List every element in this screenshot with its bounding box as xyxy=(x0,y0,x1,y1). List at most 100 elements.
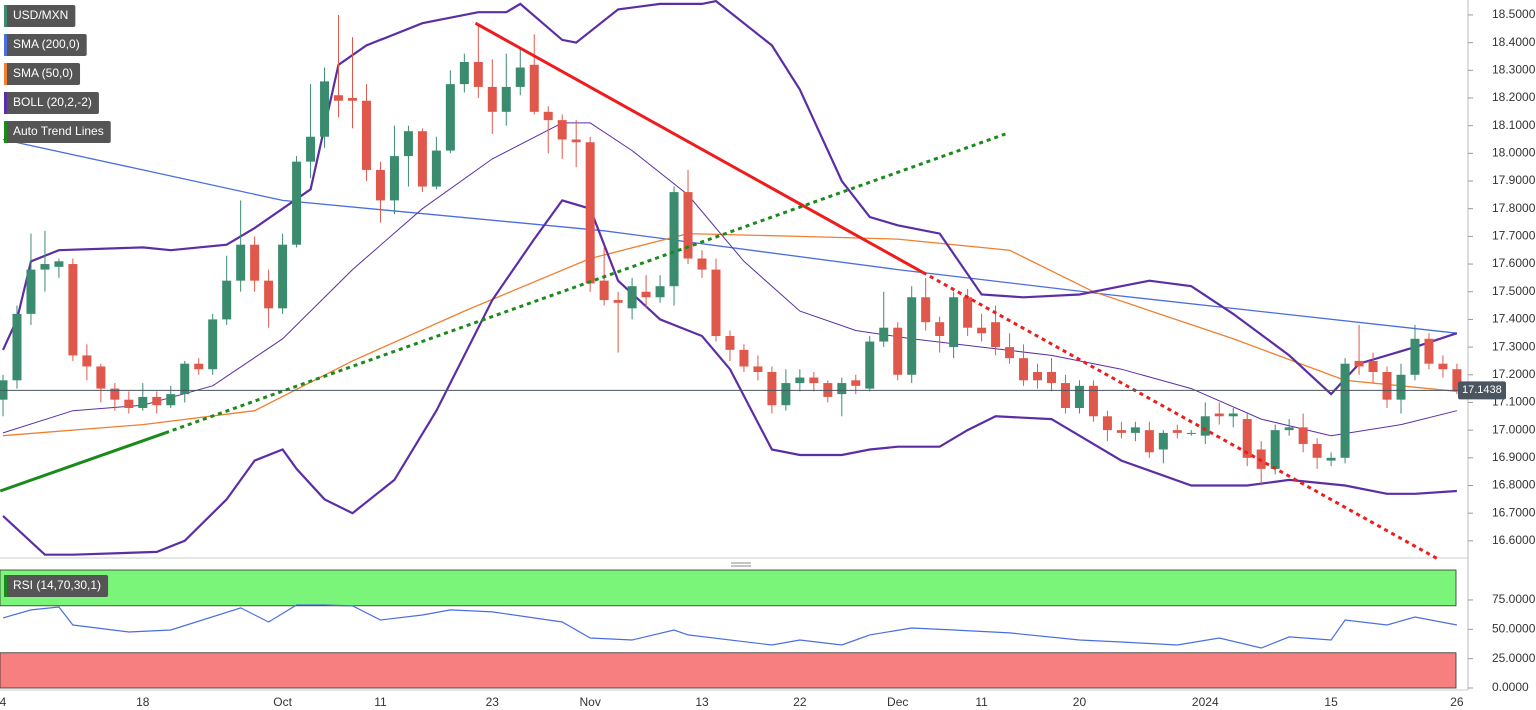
x-tick-label: Oct xyxy=(273,695,292,709)
candle-body xyxy=(599,280,609,301)
bollinger-upper xyxy=(2,0,1458,396)
candle-body xyxy=(1074,385,1084,408)
y-tick-label: 18.1000 xyxy=(1492,118,1536,132)
legend-swatch xyxy=(4,92,7,114)
legend-item[interactable]: SMA (200,0) xyxy=(4,34,87,56)
y-tick-label: 18.4000 xyxy=(1492,35,1536,49)
y-tick-label: 18.0000 xyxy=(1492,146,1536,160)
candle-body xyxy=(138,396,148,408)
candle-body xyxy=(963,297,973,328)
candle-body xyxy=(837,383,847,395)
candle-body xyxy=(1033,372,1043,381)
candle-body xyxy=(124,399,134,408)
candle-body xyxy=(1242,419,1252,458)
last-price-box xyxy=(1458,381,1506,400)
candle-body xyxy=(585,142,595,284)
candle-body xyxy=(1270,430,1280,469)
candle-body xyxy=(515,67,525,87)
x-tick-label: 11 xyxy=(374,695,387,709)
candle-body xyxy=(935,322,945,337)
legend-item[interactable]: SMA (50,0) xyxy=(4,63,81,85)
candle-body xyxy=(1312,443,1322,458)
candle-body xyxy=(389,156,399,201)
legend-label: RSI (14,70,30,1) xyxy=(13,578,101,592)
candle-body xyxy=(851,380,861,386)
legend-label: BOLL (20,2,-2) xyxy=(13,95,92,109)
x-tick-label: Nov xyxy=(579,695,600,709)
x-tick-label: 22 xyxy=(793,695,807,709)
rsi-band xyxy=(0,569,1457,607)
candle-body xyxy=(1019,358,1029,381)
candle-body xyxy=(809,377,819,384)
x-tick-label: 11 xyxy=(975,695,988,709)
x-tick-label: 4 xyxy=(0,695,7,709)
legend-item[interactable]: USD/MXN xyxy=(4,5,76,27)
candle-body xyxy=(1340,363,1350,458)
legend-item[interactable]: RSI (14,70,30,1) xyxy=(4,575,109,597)
candle-body xyxy=(1326,457,1336,461)
candle-body xyxy=(641,291,651,298)
x-tick-label: Dec xyxy=(887,695,908,709)
candle-body xyxy=(222,280,232,320)
x-tick-label: 23 xyxy=(486,695,500,709)
y-tick-label: 17.0000 xyxy=(1492,422,1536,436)
candle-body xyxy=(236,244,246,281)
candle-body xyxy=(1158,432,1168,450)
candle-body xyxy=(361,100,371,170)
candle-body xyxy=(12,313,22,381)
y-tick-label: 18.3000 xyxy=(1492,62,1536,76)
candle-body xyxy=(40,264,50,270)
legend-swatch xyxy=(4,34,7,56)
legend-label: Auto Trend Lines xyxy=(13,124,104,138)
legend-label: USD/MXN xyxy=(13,8,68,22)
y-tick-label: 16.7000 xyxy=(1492,505,1536,519)
candle-body xyxy=(893,327,903,375)
legend-bg xyxy=(4,92,99,114)
candle-body xyxy=(711,269,721,337)
candle-body xyxy=(613,300,623,303)
legend-item[interactable]: Auto Trend Lines xyxy=(4,121,111,143)
legend-bg xyxy=(4,121,111,143)
candle-body xyxy=(1396,374,1406,400)
candle-body xyxy=(306,136,316,162)
candle-body xyxy=(739,349,749,367)
legend-swatch xyxy=(4,121,7,143)
candle-body xyxy=(1130,427,1140,433)
candle-body xyxy=(334,95,344,101)
candle-body xyxy=(907,297,917,375)
trend-line xyxy=(922,271,1441,562)
candle-body xyxy=(557,120,567,140)
legend-swatch xyxy=(4,63,7,85)
candle-body xyxy=(543,111,553,121)
candle-body xyxy=(949,297,959,348)
candle-body xyxy=(250,244,260,281)
y-tick-label: 17.9000 xyxy=(1492,173,1536,187)
candle-body xyxy=(725,336,735,350)
legend-swatch xyxy=(4,575,7,597)
candle-body xyxy=(1186,432,1196,434)
legend-swatch xyxy=(4,5,7,27)
candle-body xyxy=(180,363,190,395)
legend-bg xyxy=(4,575,109,597)
candle-body xyxy=(292,161,302,245)
candle-body xyxy=(54,261,64,267)
sma-line xyxy=(2,138,1457,334)
candle-body xyxy=(278,244,288,309)
y-tick-label: 0.0000 xyxy=(1492,680,1529,694)
candle-body xyxy=(767,372,777,406)
x-tick-label: 2024 xyxy=(1192,695,1219,709)
bollinger-middle xyxy=(2,122,1458,437)
candle-body xyxy=(627,286,637,309)
y-tick-label: 17.2000 xyxy=(1492,367,1536,381)
y-tick-label: 17.4000 xyxy=(1492,312,1536,326)
candle-body xyxy=(1144,430,1154,453)
resize-handle[interactable] xyxy=(731,562,751,567)
candle-body xyxy=(1382,372,1392,400)
candle-body xyxy=(1116,430,1126,433)
candle-body xyxy=(683,192,693,259)
y-tick-label: 18.2000 xyxy=(1492,90,1536,104)
legend-bg xyxy=(4,5,76,27)
y-tick-label: 17.5000 xyxy=(1492,284,1536,298)
legend-item[interactable]: BOLL (20,2,-2) xyxy=(4,92,99,114)
candle-body xyxy=(1102,416,1112,431)
